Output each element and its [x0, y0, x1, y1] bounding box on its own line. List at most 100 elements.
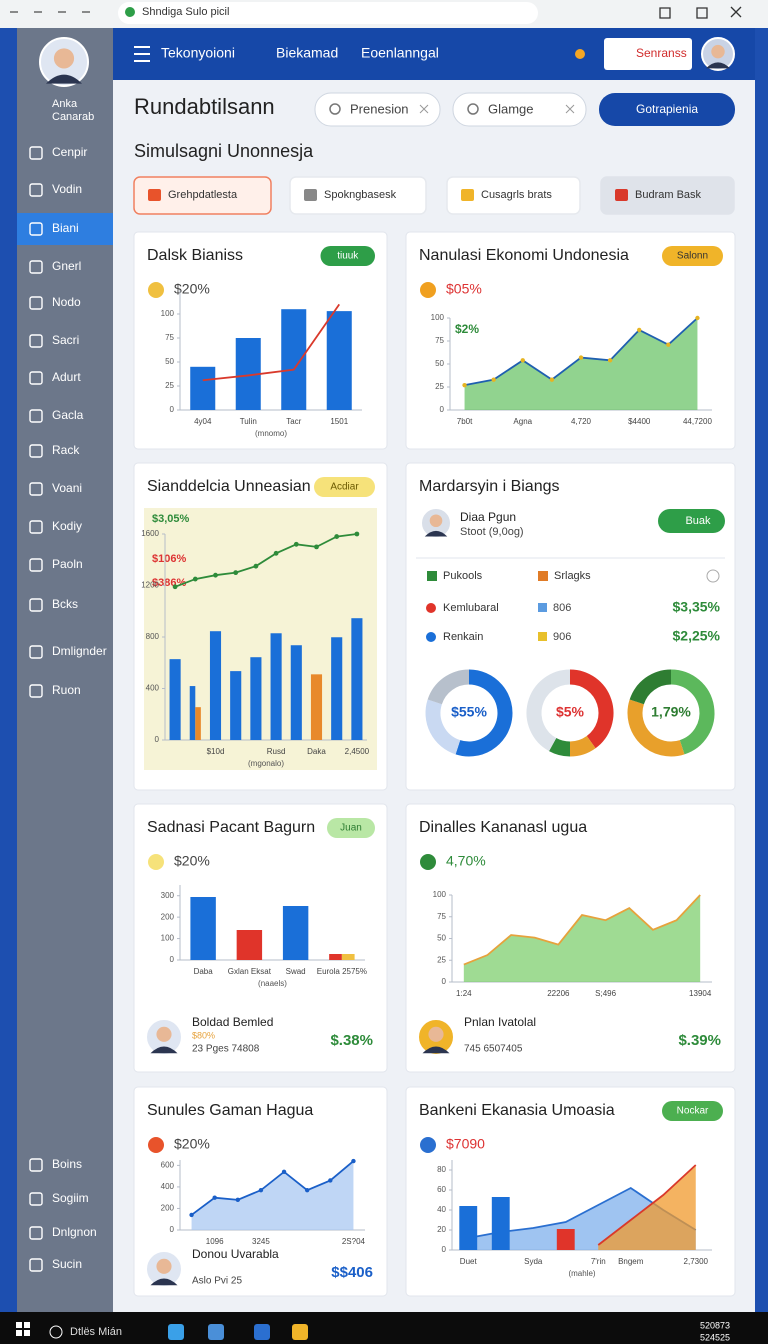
menu-icon — [134, 46, 150, 62]
sidebar-icon — [29, 444, 43, 458]
nav-button[interactable] — [604, 38, 692, 70]
info-icon — [706, 569, 720, 583]
point — [520, 358, 525, 363]
search-box[interactable] — [452, 92, 587, 127]
filter-chip[interactable] — [133, 176, 272, 215]
filter-chip[interactable] — [446, 176, 581, 215]
sidebar-item[interactable]: Gnerl — [52, 259, 81, 273]
sidebar-item[interactable]: Voani — [52, 481, 82, 495]
row-label: Renkain — [443, 631, 483, 643]
search-icon — [49, 1325, 63, 1339]
header-button-label: Gotrapienia — [636, 102, 698, 116]
filter-label: Cusagrls brats — [481, 189, 552, 201]
header-button[interactable] — [599, 93, 735, 126]
point — [233, 570, 239, 576]
bar — [270, 633, 282, 740]
person-value: $$406 — [331, 1264, 373, 1281]
point — [304, 1187, 310, 1193]
donut-segment — [627, 699, 685, 757]
point — [549, 377, 555, 382]
point — [212, 1195, 217, 1200]
stat-icon — [420, 854, 436, 870]
sidebar-item[interactable]: Gacla — [52, 408, 84, 422]
clear-icon — [565, 104, 575, 114]
sidebar-item[interactable]: Paoln — [52, 557, 83, 571]
x-tick-label: 1501 — [330, 417, 348, 426]
x-tick-label: 7b0t — [457, 417, 473, 426]
stat: $3,05% — [152, 513, 190, 525]
card-title: Sunules Gaman Hagua — [147, 1102, 313, 1119]
y-tick-label: 60 — [437, 1185, 446, 1194]
y-tick-label: 400 — [146, 684, 160, 693]
bar — [341, 954, 355, 960]
x-tick-label: Eurola 2575% — [317, 967, 367, 976]
y-tick-label: 0 — [155, 735, 160, 744]
taskbar-app[interactable] — [254, 1324, 270, 1340]
search-box[interactable] — [314, 92, 441, 127]
taskbar-app[interactable] — [208, 1324, 224, 1340]
donut-label: 1,79% — [651, 704, 691, 720]
taskbar-app[interactable] — [292, 1324, 308, 1340]
sidebar-icon — [29, 1192, 43, 1206]
donut-segment — [569, 735, 596, 757]
donut-label: $5% — [556, 704, 585, 720]
x-tick-label: Tacr — [286, 417, 301, 426]
x-tick-label: 22206 — [547, 989, 570, 998]
url-pill — [118, 2, 538, 24]
avatar-body — [150, 1278, 178, 1286]
person-name: Pnlan Ivatolal — [464, 1015, 536, 1029]
sidebar-item[interactable]: Bcks — [52, 597, 78, 611]
x-tick-label: Syda — [524, 1257, 543, 1266]
y-tick-label: 25 — [437, 955, 446, 964]
sidebar-item[interactable]: Cenpir — [52, 145, 87, 159]
sidebar-item[interactable]: Rack — [52, 443, 80, 457]
sidebar-item[interactable]: Biani — [52, 221, 79, 235]
sidebar-icon — [29, 334, 43, 348]
x-tick-label: 4,720 — [571, 417, 592, 426]
notification-icon — [575, 49, 585, 59]
sidebar-item[interactable]: Vodin — [52, 182, 82, 196]
bar — [556, 1229, 575, 1250]
card-title: Bankeni Ekanasia Umoasia — [419, 1102, 615, 1119]
area — [191, 1161, 354, 1230]
nav-button-label: Senranss — [636, 46, 687, 60]
point — [354, 531, 360, 537]
sidebar-item[interactable]: Boins — [52, 1157, 82, 1171]
row-count: 806 — [553, 602, 571, 614]
sidebar-item[interactable]: Nodo — [52, 295, 81, 309]
x-tick-label: Bngem — [618, 1257, 644, 1266]
filter-chip[interactable] — [600, 176, 735, 215]
bar — [326, 311, 352, 410]
person-value: $.39% — [678, 1032, 721, 1049]
stat: $05% — [446, 281, 482, 297]
sidebar-active — [17, 213, 113, 245]
sidebar-item[interactable]: Dnlgnon — [52, 1225, 97, 1239]
sidebar-item[interactable]: Adurt — [52, 370, 81, 384]
sidebar-item[interactable]: Sucin — [52, 1257, 82, 1271]
search-icon — [329, 103, 341, 115]
legend-swatch — [427, 571, 437, 581]
sidebar-item[interactable]: Kodiy — [52, 519, 82, 533]
sidebar-icon — [29, 482, 43, 496]
badge-label: tiuuk — [337, 251, 359, 262]
stat-icon — [148, 1137, 164, 1153]
taskbar-app[interactable] — [168, 1324, 184, 1340]
sidebar-item[interactable]: Ruon — [52, 683, 81, 697]
area-line — [191, 1160, 355, 1216]
sidebar-icon — [29, 222, 43, 236]
donut-segment — [425, 699, 461, 755]
badge — [320, 246, 375, 266]
point — [258, 1187, 264, 1193]
sidebar-item[interactable]: Dmlignder — [52, 644, 107, 658]
sidebar-icon — [29, 1158, 43, 1172]
sidebar-item[interactable]: Sacri — [52, 333, 79, 347]
card-button[interactable] — [658, 509, 725, 533]
annotation: $2% — [455, 322, 479, 336]
filter-chip[interactable] — [289, 176, 427, 215]
stat: 4,70% — [446, 853, 486, 869]
sidebar-item[interactable]: Sogiim — [52, 1191, 89, 1205]
point — [462, 382, 467, 388]
search-text: Prenesion — [350, 101, 409, 116]
point — [213, 572, 218, 578]
bar — [190, 897, 216, 960]
